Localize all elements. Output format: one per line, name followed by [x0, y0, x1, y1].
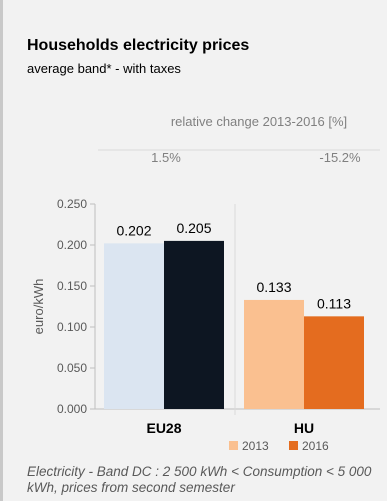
legend-swatch-2013 [229, 441, 238, 450]
plot-area: 0.000 0.050 0.100 0.150 0.200 0.250 euro/kWh 0.… [31, 197, 380, 453]
legend-label-2016: 2016 [302, 439, 329, 453]
chart-title: Households electricity prices [27, 37, 250, 54]
bar-hu-2013 [244, 299, 304, 409]
bar-chart: relative change 2013-2016 [%] 1.5% -15.2… [31, 114, 380, 453]
bar-eu28-2013 [104, 243, 164, 409]
y-tick-label: 0.050 [57, 361, 87, 375]
y-tick-label: 0.000 [57, 402, 87, 416]
y-tick-label: 0.200 [57, 238, 87, 252]
data-label-eu28-2016: 0.205 [176, 220, 211, 236]
bar-hu-2016 [304, 316, 364, 409]
data-label-hu-2016: 0.113 [317, 295, 351, 311]
y-tick-label: 0.250 [57, 197, 87, 211]
relative-change-hu: -15.2% [319, 150, 361, 165]
y-tick-label: 0.100 [57, 320, 87, 334]
relative-change-eu28: 1.5% [151, 150, 181, 165]
x-tick-label-hu: HU [294, 420, 314, 436]
legend-swatch-2016 [289, 441, 298, 450]
y-tick-label: 0.150 [57, 279, 87, 293]
chart-subtitle: average band* - with taxes [27, 61, 181, 76]
relative-change-title: relative change 2013-2016 [%] [171, 114, 347, 129]
bar-eu28-2016 [164, 240, 224, 409]
footnote: Electricity - Band DC : 2 500 kWh < Cons… [27, 464, 372, 495]
data-label-eu28-2013: 0.202 [116, 222, 151, 238]
data-label-hu-2013: 0.133 [256, 279, 291, 295]
x-tick-label-eu28: EU28 [146, 420, 181, 436]
y-axis-label: euro/kWh [31, 279, 46, 335]
legend-label-2013: 2013 [242, 439, 269, 453]
